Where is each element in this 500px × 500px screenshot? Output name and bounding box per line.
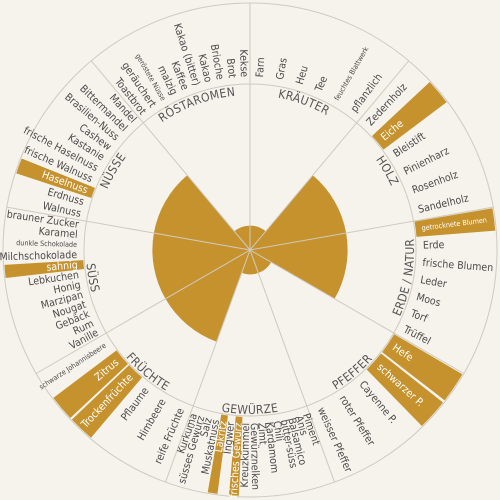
aroma-term-heu: Heu (294, 64, 311, 86)
aroma-term-brot: Brot (224, 58, 238, 79)
category-label-gewurze: GEWÜRZE (221, 401, 279, 417)
intensity-wedges (152, 175, 348, 342)
aroma-term-salz: Salz (198, 417, 214, 439)
intensity-wedge-pfeffer (250, 250, 272, 273)
intensity-wedge-erde-natur (250, 233, 348, 299)
intensity-wedge-rostaromen (234, 225, 250, 250)
aroma-term-sahnig: sahnig (46, 259, 78, 274)
spoke-gewurze (249, 249, 335, 483)
aroma-term-ingwer: Ingwer (222, 421, 237, 454)
aroma-term-zimt: Zimt (255, 422, 268, 445)
aroma-term-farn: Farn (254, 57, 267, 78)
spoke-erde-natur (249, 206, 494, 251)
highlight-band-sahnig (4, 260, 85, 278)
spoke-holz (249, 60, 410, 251)
spoke-nusse (6, 206, 251, 251)
aroma-term-kekse: Kekse (237, 49, 250, 77)
intensity-wedge-fruchte (165, 250, 250, 342)
aroma-term-frische-blumen: frische Blumen (422, 257, 494, 274)
intensity-wedge-krauter (250, 225, 266, 250)
highlight-band-hefe (382, 334, 463, 401)
aroma-term-dunkle-schokolade: dunkle Schokolade (16, 238, 77, 249)
aroma-term-gras: Gras (274, 57, 290, 81)
spoke-rostaromen (90, 60, 251, 251)
aroma-term-kreuzkummel: Kreuzkümmel (239, 423, 252, 488)
highlight-band-haselnuss (16, 158, 95, 198)
highlight-band-eiche (372, 82, 447, 150)
highlight-bands (4, 82, 496, 496)
highlight-band-schwarzer-p (366, 353, 444, 427)
spoke-fruchte (165, 249, 251, 483)
aroma-term-karamel: Karamel (38, 226, 78, 241)
aroma-term-frisches-gewurz: frisches Gewürz (228, 422, 245, 498)
intensity-wedge-gewurze (241, 250, 259, 275)
aroma-term-anis: Anis (293, 414, 310, 437)
aroma-term-erde: Erde (423, 239, 445, 252)
highlight-band-zitrus (53, 350, 128, 418)
aroma-term-leder: Leder (419, 274, 447, 290)
aroma-term-honig: Honig (52, 279, 81, 296)
aroma-term-kardamom: Kardamom (263, 421, 281, 473)
aroma-term-lakritz: Lakritz (213, 420, 230, 453)
aroma-term-chili: Chili (270, 420, 285, 442)
aroma-term-milchschokolade: Milchschokolade (0, 249, 77, 263)
highlight-band-lakritz (207, 414, 228, 494)
spoke-suss (35, 249, 251, 374)
aroma-term-gewurznelken: Gewürznelken (248, 423, 261, 490)
spoke-pfeffer (249, 249, 465, 374)
highlight-band-trockenfruchte (71, 365, 143, 438)
intensity-wedge-holz (250, 175, 347, 250)
intensity-wedge-suss (152, 233, 250, 299)
intensity-wedge-nusse (153, 175, 250, 250)
category-label-suss: SÜSS (84, 263, 103, 294)
highlight-band-getrocknete-blumen (414, 208, 496, 237)
highlight-band-frisches-gewurz (228, 416, 243, 496)
